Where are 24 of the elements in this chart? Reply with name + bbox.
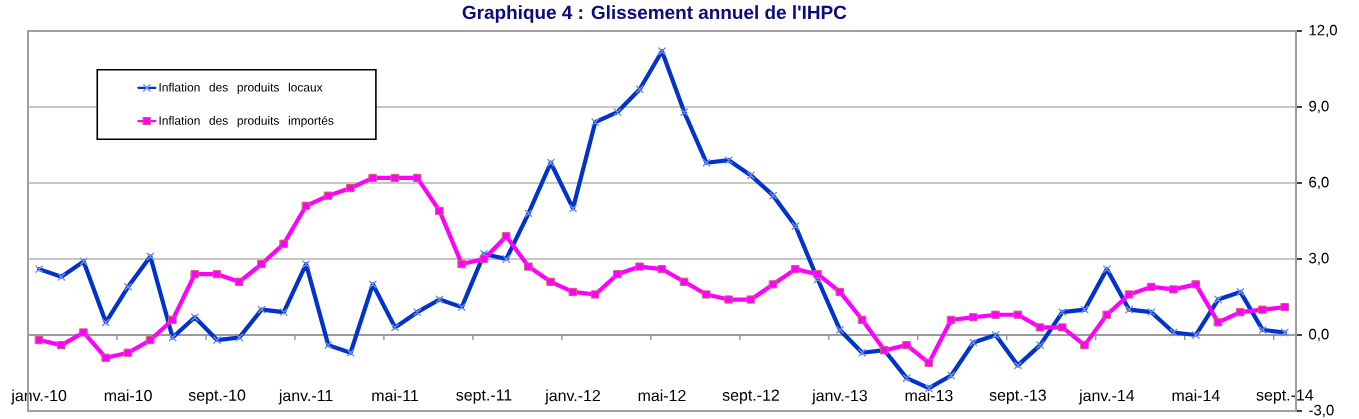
x-tick-label: sept.-10	[188, 389, 246, 404]
x-tick-label: janv.-13	[811, 389, 867, 405]
x-tick-label: mai-10	[104, 389, 152, 402]
chart-title: Graphique 4 : Glissement annuel de l'IHPC	[462, 5, 847, 23]
x-tick-label: mai-14	[1172, 389, 1220, 402]
x-tick-label: janv.-11	[278, 389, 333, 405]
x-tick-label: mai-11	[372, 389, 419, 402]
y-tick-label: 12,0	[1309, 24, 1337, 38]
x-tick-label: sept.-14	[1256, 389, 1314, 404]
y-tick-label: 9,0	[1309, 100, 1329, 114]
legend-label: Inflation des produits locaux	[159, 82, 323, 94]
x-tick-label: mai-12	[638, 389, 686, 402]
x-tick-label: janv.-14	[1078, 389, 1135, 405]
y-tick-label: -3,0	[1309, 404, 1334, 418]
x-tick-label: sept.-13	[989, 389, 1046, 404]
y-tick-label: 0,0	[1309, 328, 1329, 342]
x-tick-label: mai-13	[905, 389, 953, 402]
x-tick-label: sept.-11	[456, 389, 512, 404]
x-tick-label: janv.-10	[10, 389, 67, 405]
y-tick-label: 3,0	[1309, 252, 1329, 266]
y-tick-label: 6,0	[1309, 176, 1329, 190]
x-tick-label: sept.-12	[722, 389, 779, 404]
x-tick-label: janv.-12	[544, 389, 600, 405]
legend-label: Inflation des produits importés	[159, 115, 334, 128]
